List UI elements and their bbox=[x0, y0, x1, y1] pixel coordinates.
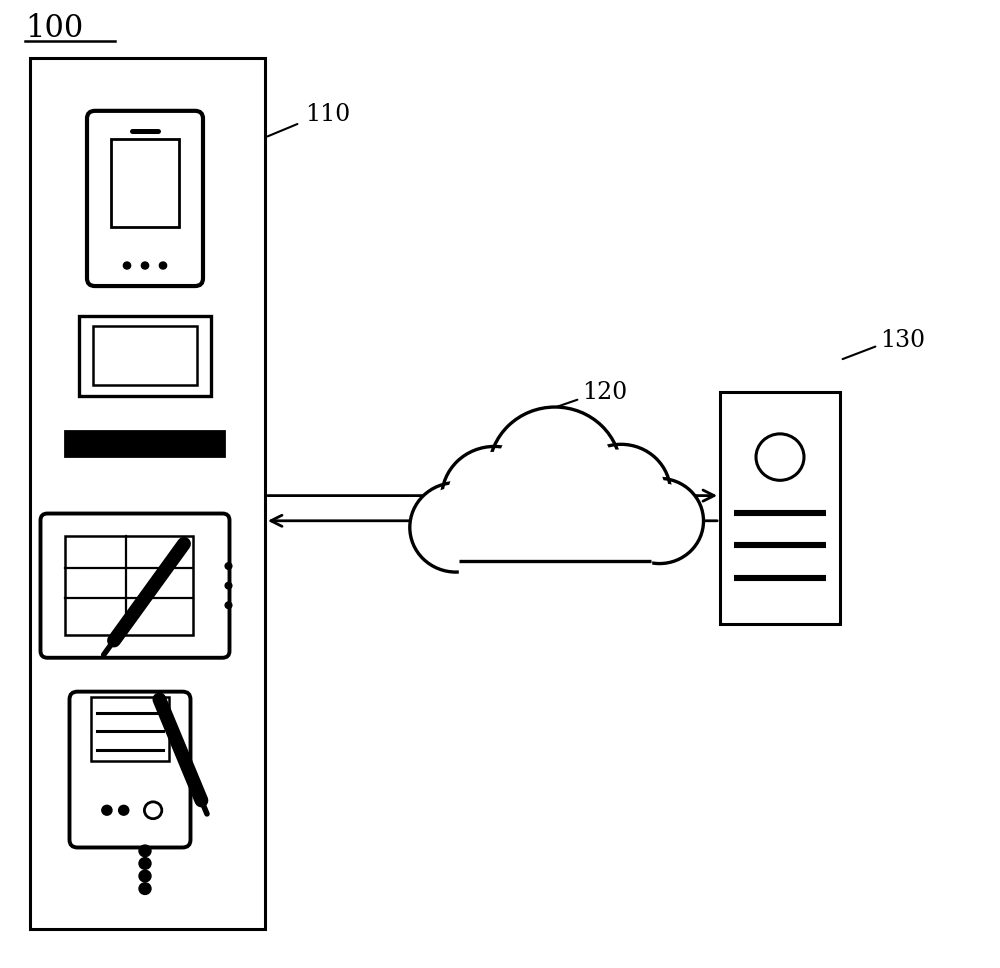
Bar bbox=[111, 139, 179, 227]
Circle shape bbox=[139, 883, 151, 894]
Circle shape bbox=[225, 583, 232, 589]
Bar bbox=[93, 326, 197, 385]
Circle shape bbox=[621, 483, 698, 559]
Text: 120: 120 bbox=[582, 380, 627, 404]
Circle shape bbox=[159, 262, 167, 269]
Circle shape bbox=[139, 870, 151, 882]
Bar bbox=[30, 58, 265, 929]
Circle shape bbox=[442, 446, 547, 549]
Text: 130: 130 bbox=[880, 328, 925, 351]
Circle shape bbox=[225, 602, 232, 609]
Circle shape bbox=[540, 494, 636, 587]
Circle shape bbox=[577, 450, 665, 534]
Circle shape bbox=[616, 478, 704, 563]
Bar bbox=[720, 392, 840, 624]
FancyBboxPatch shape bbox=[41, 513, 230, 658]
Circle shape bbox=[225, 562, 232, 569]
Circle shape bbox=[533, 487, 643, 593]
Circle shape bbox=[448, 453, 541, 542]
Circle shape bbox=[139, 858, 151, 869]
Circle shape bbox=[497, 414, 613, 528]
FancyBboxPatch shape bbox=[65, 431, 224, 456]
Text: 110: 110 bbox=[305, 103, 350, 126]
FancyBboxPatch shape bbox=[87, 110, 203, 287]
Bar bbox=[459, 537, 651, 610]
FancyBboxPatch shape bbox=[70, 691, 190, 848]
Circle shape bbox=[141, 262, 149, 269]
Circle shape bbox=[102, 805, 112, 815]
Circle shape bbox=[119, 805, 129, 815]
Circle shape bbox=[477, 489, 578, 587]
Circle shape bbox=[572, 444, 670, 540]
Circle shape bbox=[410, 483, 502, 572]
Circle shape bbox=[415, 488, 497, 566]
Bar bbox=[65, 536, 193, 635]
Bar bbox=[91, 697, 169, 761]
Circle shape bbox=[470, 483, 585, 593]
Text: 100: 100 bbox=[25, 13, 83, 44]
Circle shape bbox=[139, 845, 151, 857]
Circle shape bbox=[489, 407, 621, 534]
FancyBboxPatch shape bbox=[79, 316, 211, 396]
Circle shape bbox=[123, 262, 131, 269]
